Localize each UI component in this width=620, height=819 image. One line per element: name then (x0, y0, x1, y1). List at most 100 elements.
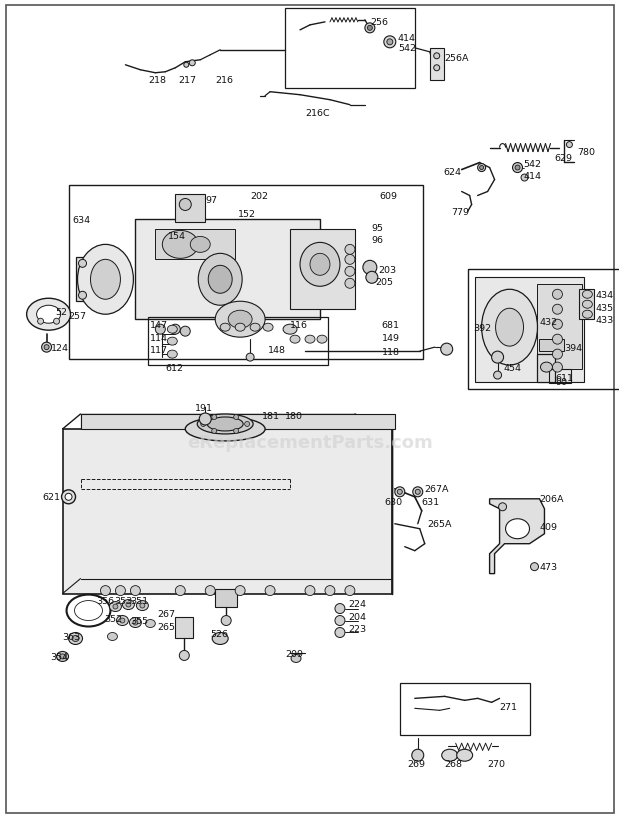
Text: 217: 217 (179, 76, 197, 85)
Ellipse shape (363, 261, 377, 275)
Text: 203: 203 (378, 265, 396, 274)
Ellipse shape (207, 418, 243, 432)
Bar (175, 617, 193, 639)
Ellipse shape (136, 601, 148, 611)
Ellipse shape (167, 351, 177, 359)
Ellipse shape (61, 491, 76, 505)
Ellipse shape (582, 311, 592, 319)
Bar (475, 278, 585, 382)
Bar (539, 340, 564, 351)
Ellipse shape (107, 633, 117, 640)
Text: 609: 609 (380, 192, 398, 201)
Ellipse shape (283, 325, 297, 335)
Bar (549, 369, 572, 383)
Ellipse shape (167, 326, 177, 334)
Bar (467, 270, 620, 390)
Text: 432: 432 (539, 317, 557, 326)
Ellipse shape (179, 650, 189, 661)
Text: 147: 147 (151, 320, 169, 329)
Ellipse shape (480, 166, 484, 170)
Ellipse shape (246, 354, 254, 362)
Text: 454: 454 (503, 363, 521, 372)
Ellipse shape (74, 601, 102, 621)
Bar (430, 49, 444, 80)
Text: 634: 634 (73, 215, 91, 224)
Ellipse shape (513, 163, 523, 174)
Ellipse shape (110, 602, 122, 612)
Text: 611: 611 (556, 373, 574, 382)
Text: 355: 355 (130, 616, 149, 625)
Ellipse shape (345, 586, 355, 596)
Ellipse shape (498, 503, 507, 511)
Text: 542: 542 (398, 44, 416, 53)
Ellipse shape (42, 342, 51, 353)
Text: 624: 624 (444, 168, 462, 177)
Ellipse shape (156, 325, 166, 335)
Text: 118: 118 (382, 347, 400, 356)
Ellipse shape (335, 604, 345, 613)
Bar (290, 230, 355, 310)
Text: 433: 433 (595, 315, 614, 324)
Text: 152: 152 (238, 210, 256, 219)
Text: 621: 621 (43, 493, 61, 502)
Ellipse shape (120, 618, 125, 623)
Ellipse shape (53, 319, 60, 325)
Text: 356: 356 (97, 596, 115, 605)
Ellipse shape (197, 414, 253, 434)
Text: 218: 218 (148, 76, 166, 85)
Text: 268: 268 (445, 758, 463, 767)
Bar (538, 285, 582, 369)
Ellipse shape (368, 26, 373, 31)
Ellipse shape (211, 429, 217, 434)
Ellipse shape (56, 652, 69, 662)
Ellipse shape (265, 586, 275, 596)
Ellipse shape (27, 299, 71, 331)
Ellipse shape (552, 290, 562, 300)
Polygon shape (490, 500, 544, 574)
Ellipse shape (457, 749, 472, 762)
Ellipse shape (234, 415, 239, 420)
Text: 256: 256 (370, 18, 388, 27)
Ellipse shape (69, 633, 82, 645)
Ellipse shape (552, 350, 562, 360)
Ellipse shape (441, 344, 453, 355)
Ellipse shape (37, 305, 61, 324)
Ellipse shape (234, 429, 239, 434)
Text: 409: 409 (539, 523, 557, 532)
Text: 97: 97 (205, 196, 217, 205)
Text: 181: 181 (262, 412, 280, 421)
Text: 270: 270 (487, 758, 505, 767)
Ellipse shape (185, 418, 265, 441)
Ellipse shape (505, 519, 529, 539)
Ellipse shape (170, 325, 180, 335)
Ellipse shape (100, 586, 110, 596)
Ellipse shape (179, 199, 191, 211)
Text: 90: 90 (556, 377, 567, 386)
Ellipse shape (91, 260, 120, 300)
Bar (580, 290, 595, 319)
Text: 612: 612 (166, 363, 184, 372)
Ellipse shape (395, 487, 405, 497)
Ellipse shape (228, 311, 252, 328)
Text: 542: 542 (523, 160, 541, 169)
Ellipse shape (130, 618, 141, 627)
Ellipse shape (317, 336, 327, 344)
Text: 267A: 267A (425, 485, 450, 494)
Ellipse shape (65, 494, 72, 500)
Ellipse shape (325, 586, 335, 596)
Ellipse shape (235, 324, 245, 332)
Text: 209: 209 (285, 649, 303, 658)
Ellipse shape (335, 616, 345, 626)
Ellipse shape (208, 266, 232, 294)
Ellipse shape (365, 24, 375, 34)
Text: 154: 154 (168, 232, 187, 241)
Ellipse shape (175, 586, 185, 596)
Ellipse shape (250, 324, 260, 332)
Ellipse shape (140, 604, 145, 609)
Ellipse shape (305, 336, 315, 344)
Text: 779: 779 (452, 208, 470, 217)
Ellipse shape (366, 272, 378, 284)
Ellipse shape (180, 327, 190, 337)
Ellipse shape (515, 165, 520, 171)
Ellipse shape (477, 165, 485, 172)
